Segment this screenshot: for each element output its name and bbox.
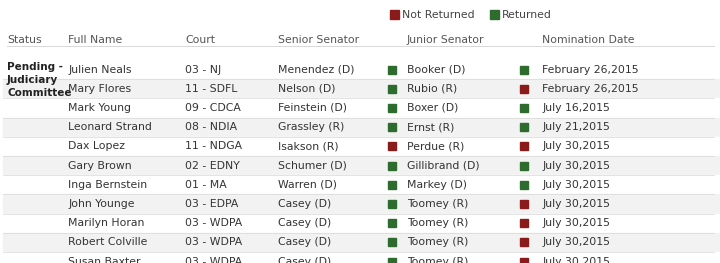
Bar	[520, 181, 528, 189]
Text: Pending -
Judiciary
Committee: Pending - Judiciary Committee	[7, 62, 71, 98]
Bar	[388, 238, 396, 246]
Text: 03 - NJ: 03 - NJ	[185, 65, 221, 75]
Text: Court: Court	[185, 35, 215, 45]
Bar	[520, 85, 528, 93]
Bar	[3, 98, 720, 118]
Bar	[388, 161, 396, 170]
Text: Warren (D): Warren (D)	[278, 180, 337, 190]
Text: 02 - EDNY: 02 - EDNY	[185, 161, 240, 171]
Text: Boxer (D): Boxer (D)	[407, 103, 459, 113]
Text: 03 - WDPA: 03 - WDPA	[185, 257, 242, 263]
Bar	[520, 123, 528, 131]
Text: July 30,2015: July 30,2015	[542, 257, 610, 263]
Bar	[490, 10, 499, 19]
Bar	[520, 200, 528, 208]
Bar	[388, 85, 396, 93]
Text: Status: Status	[7, 35, 42, 45]
Text: Toomey (R): Toomey (R)	[407, 199, 469, 209]
Text: July 30,2015: July 30,2015	[542, 237, 610, 247]
Bar	[3, 60, 720, 79]
Text: Gary Brown: Gary Brown	[68, 161, 132, 171]
Bar	[388, 219, 396, 227]
Text: Casey (D): Casey (D)	[278, 218, 331, 228]
Text: July 16,2015: July 16,2015	[542, 103, 610, 113]
Text: Returned: Returned	[502, 9, 552, 19]
Text: Nelson (D): Nelson (D)	[278, 84, 336, 94]
Text: Toomey (R): Toomey (R)	[407, 257, 469, 263]
Text: Ernst (R): Ernst (R)	[407, 122, 454, 132]
Bar	[3, 233, 720, 252]
Bar	[388, 123, 396, 131]
Text: Booker (D): Booker (D)	[407, 65, 466, 75]
Bar	[520, 104, 528, 112]
Text: Marilyn Horan: Marilyn Horan	[68, 218, 145, 228]
Text: Rubio (R): Rubio (R)	[407, 84, 457, 94]
Text: Grassley (R): Grassley (R)	[278, 122, 344, 132]
Bar	[3, 79, 720, 98]
Bar	[520, 142, 528, 150]
Text: Dax Lopez: Dax Lopez	[68, 141, 125, 151]
Text: Menendez (D): Menendez (D)	[278, 65, 354, 75]
Bar	[520, 238, 528, 246]
Bar	[520, 257, 528, 263]
Text: Inga Bernstein: Inga Bernstein	[68, 180, 147, 190]
Bar	[3, 194, 720, 214]
Text: Feinstein (D): Feinstein (D)	[278, 103, 347, 113]
Text: Junior Senator: Junior Senator	[407, 35, 485, 45]
Bar	[3, 137, 720, 156]
Bar	[520, 161, 528, 170]
Text: Full Name: Full Name	[68, 35, 122, 45]
Bar	[388, 142, 396, 150]
Text: Leonard Strand: Leonard Strand	[68, 122, 152, 132]
Bar	[520, 219, 528, 227]
Text: Senior Senator: Senior Senator	[278, 35, 359, 45]
Text: Julien Neals: Julien Neals	[68, 65, 132, 75]
Text: July 30,2015: July 30,2015	[542, 199, 610, 209]
Bar	[3, 214, 720, 233]
Bar	[520, 65, 528, 74]
Bar	[390, 10, 399, 19]
Text: Isakson (R): Isakson (R)	[278, 141, 338, 151]
Text: Toomey (R): Toomey (R)	[407, 218, 469, 228]
Text: 03 - EDPA: 03 - EDPA	[185, 199, 238, 209]
Bar	[3, 156, 720, 175]
Text: Mary Flores: Mary Flores	[68, 84, 131, 94]
Bar	[3, 175, 720, 194]
Bar	[388, 104, 396, 112]
Text: 03 - WDPA: 03 - WDPA	[185, 237, 242, 247]
Text: Perdue (R): Perdue (R)	[407, 141, 464, 151]
Bar	[388, 181, 396, 189]
Text: Toomey (R): Toomey (R)	[407, 237, 469, 247]
Text: John Younge: John Younge	[68, 199, 135, 209]
Text: Schumer (D): Schumer (D)	[278, 161, 347, 171]
Bar	[388, 65, 396, 74]
Text: Gillibrand (D): Gillibrand (D)	[407, 161, 480, 171]
Text: 03 - WDPA: 03 - WDPA	[185, 218, 242, 228]
Bar	[388, 200, 396, 208]
Text: Susan Baxter: Susan Baxter	[68, 257, 140, 263]
Text: July 30,2015: July 30,2015	[542, 180, 610, 190]
Text: Not Returned: Not Returned	[402, 9, 474, 19]
Bar	[3, 252, 720, 263]
Text: Robert Colville: Robert Colville	[68, 237, 148, 247]
Text: Nomination Date: Nomination Date	[542, 35, 634, 45]
Text: Markey (D): Markey (D)	[407, 180, 467, 190]
Text: July 21,2015: July 21,2015	[542, 122, 610, 132]
Text: 01 - MA: 01 - MA	[185, 180, 227, 190]
Text: 09 - CDCA: 09 - CDCA	[185, 103, 241, 113]
Text: July 30,2015: July 30,2015	[542, 141, 610, 151]
Bar	[388, 257, 396, 263]
Bar	[3, 118, 720, 137]
Text: 11 - NDGA: 11 - NDGA	[185, 141, 242, 151]
Text: 08 - NDIA: 08 - NDIA	[185, 122, 237, 132]
Text: Casey (D): Casey (D)	[278, 257, 331, 263]
Text: February 26,2015: February 26,2015	[542, 65, 639, 75]
Text: 11 - SDFL: 11 - SDFL	[185, 84, 238, 94]
Text: Mark Young: Mark Young	[68, 103, 131, 113]
Text: February 26,2015: February 26,2015	[542, 84, 639, 94]
Text: July 30,2015: July 30,2015	[542, 218, 610, 228]
Text: Casey (D): Casey (D)	[278, 237, 331, 247]
Text: July 30,2015: July 30,2015	[542, 161, 610, 171]
Text: Casey (D): Casey (D)	[278, 199, 331, 209]
